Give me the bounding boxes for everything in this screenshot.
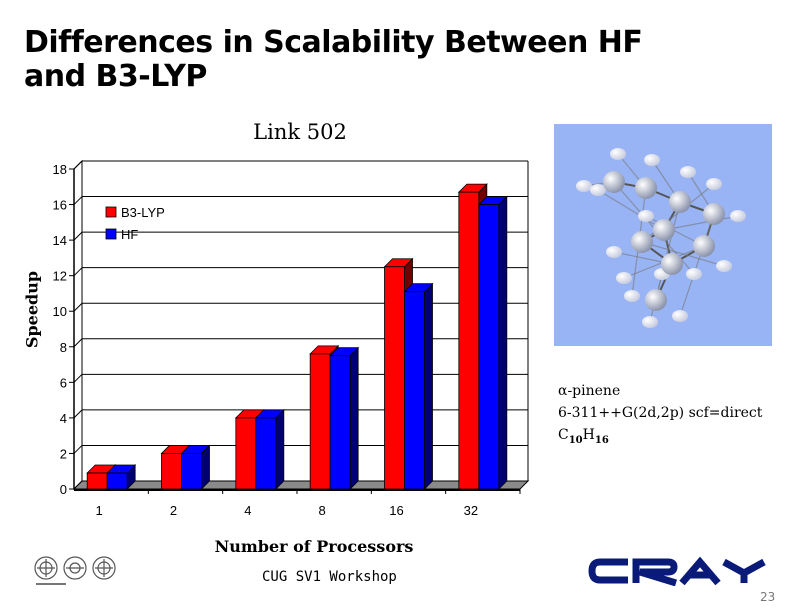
y-tick-label: 12 [53,269,67,284]
chart-title: Link 502 [253,120,347,144]
slide-title-line-1: Differences in Scalability Between HF [24,25,643,60]
y-tick-label: 4 [60,411,67,426]
y-tick-label: 0 [60,482,67,497]
slide-title-line-2: and B3-LYP [24,59,207,94]
bar-b3-lyp-2 [161,453,182,490]
legend-swatch-b3-lyp [105,206,117,218]
slide-title: Differences in Scalability Between HF an… [24,26,764,94]
bar-hf-32 [478,204,500,490]
gridline-side [73,409,83,419]
legend-swatch-hf [105,228,117,240]
gridline-side [73,267,83,277]
footer-text: CUG SV1 Workshop [262,569,397,585]
bar-hf-1 [106,472,128,490]
x-tick-label: 16 [389,503,403,518]
calculation-method: 6-311++G(2d,2p) scf=direct [558,405,763,421]
bar-hf-8-side [349,346,359,490]
bar-hf-16-side [424,282,433,490]
gridline-side [73,445,83,454]
gridline-side [73,196,83,205]
molecule-notes: α-pinene 6-311++G(2d,2p) scf=direct C10H… [558,380,783,452]
bar-b3-lyp-4 [235,417,257,490]
y-tick-label: 6 [60,375,67,390]
y-tick-label: 2 [60,446,67,461]
bar-b3-lyp-16 [384,266,405,490]
legend-label-hf: HF [121,227,138,242]
x-tick-label: 4 [244,503,251,518]
bar-hf-32-side [498,195,508,490]
legend-label-b3-lyp: B3-LYP [121,205,165,220]
cray-logo [588,556,766,586]
bar-b3-lyp-8 [309,353,331,490]
y-tick-label: 8 [60,340,67,355]
y-tick-label: 14 [53,233,67,248]
chart-left-wall [73,159,83,491]
gridline-side [73,231,83,241]
y-tick-label: 18 [53,162,67,177]
x-tick-label: 32 [464,503,478,518]
bar-hf-2 [181,453,202,490]
gridline-side [73,373,83,383]
x-tick-label: 2 [170,503,177,518]
bar-b3-lyp-1 [86,472,108,490]
workshop-logos [34,556,116,585]
molecule-name: α-pinene [558,383,621,399]
y-tick-label: 16 [53,198,67,213]
gridline-side [73,302,83,312]
gridline-side [73,338,83,348]
molecule-image-panel [554,124,772,346]
page-number: 23 [760,590,776,604]
bar-b3-lyp-32 [458,191,480,490]
molecular-formula: C10H16 [558,427,609,446]
bar-hf-16 [404,291,425,490]
bar-hf-4 [255,417,277,490]
gridline-side [73,160,83,170]
alpha-pinene-molecule-image [576,148,746,328]
x-tick-label: 8 [319,503,326,518]
x-axis-label: Number of Processors [214,537,414,556]
bar-hf-8 [329,355,351,490]
bar-hf-4-side [275,408,285,490]
x-tick-label: 1 [96,503,103,518]
y-tick-label: 10 [53,304,67,319]
y-axis-label: Speedup [22,270,42,349]
